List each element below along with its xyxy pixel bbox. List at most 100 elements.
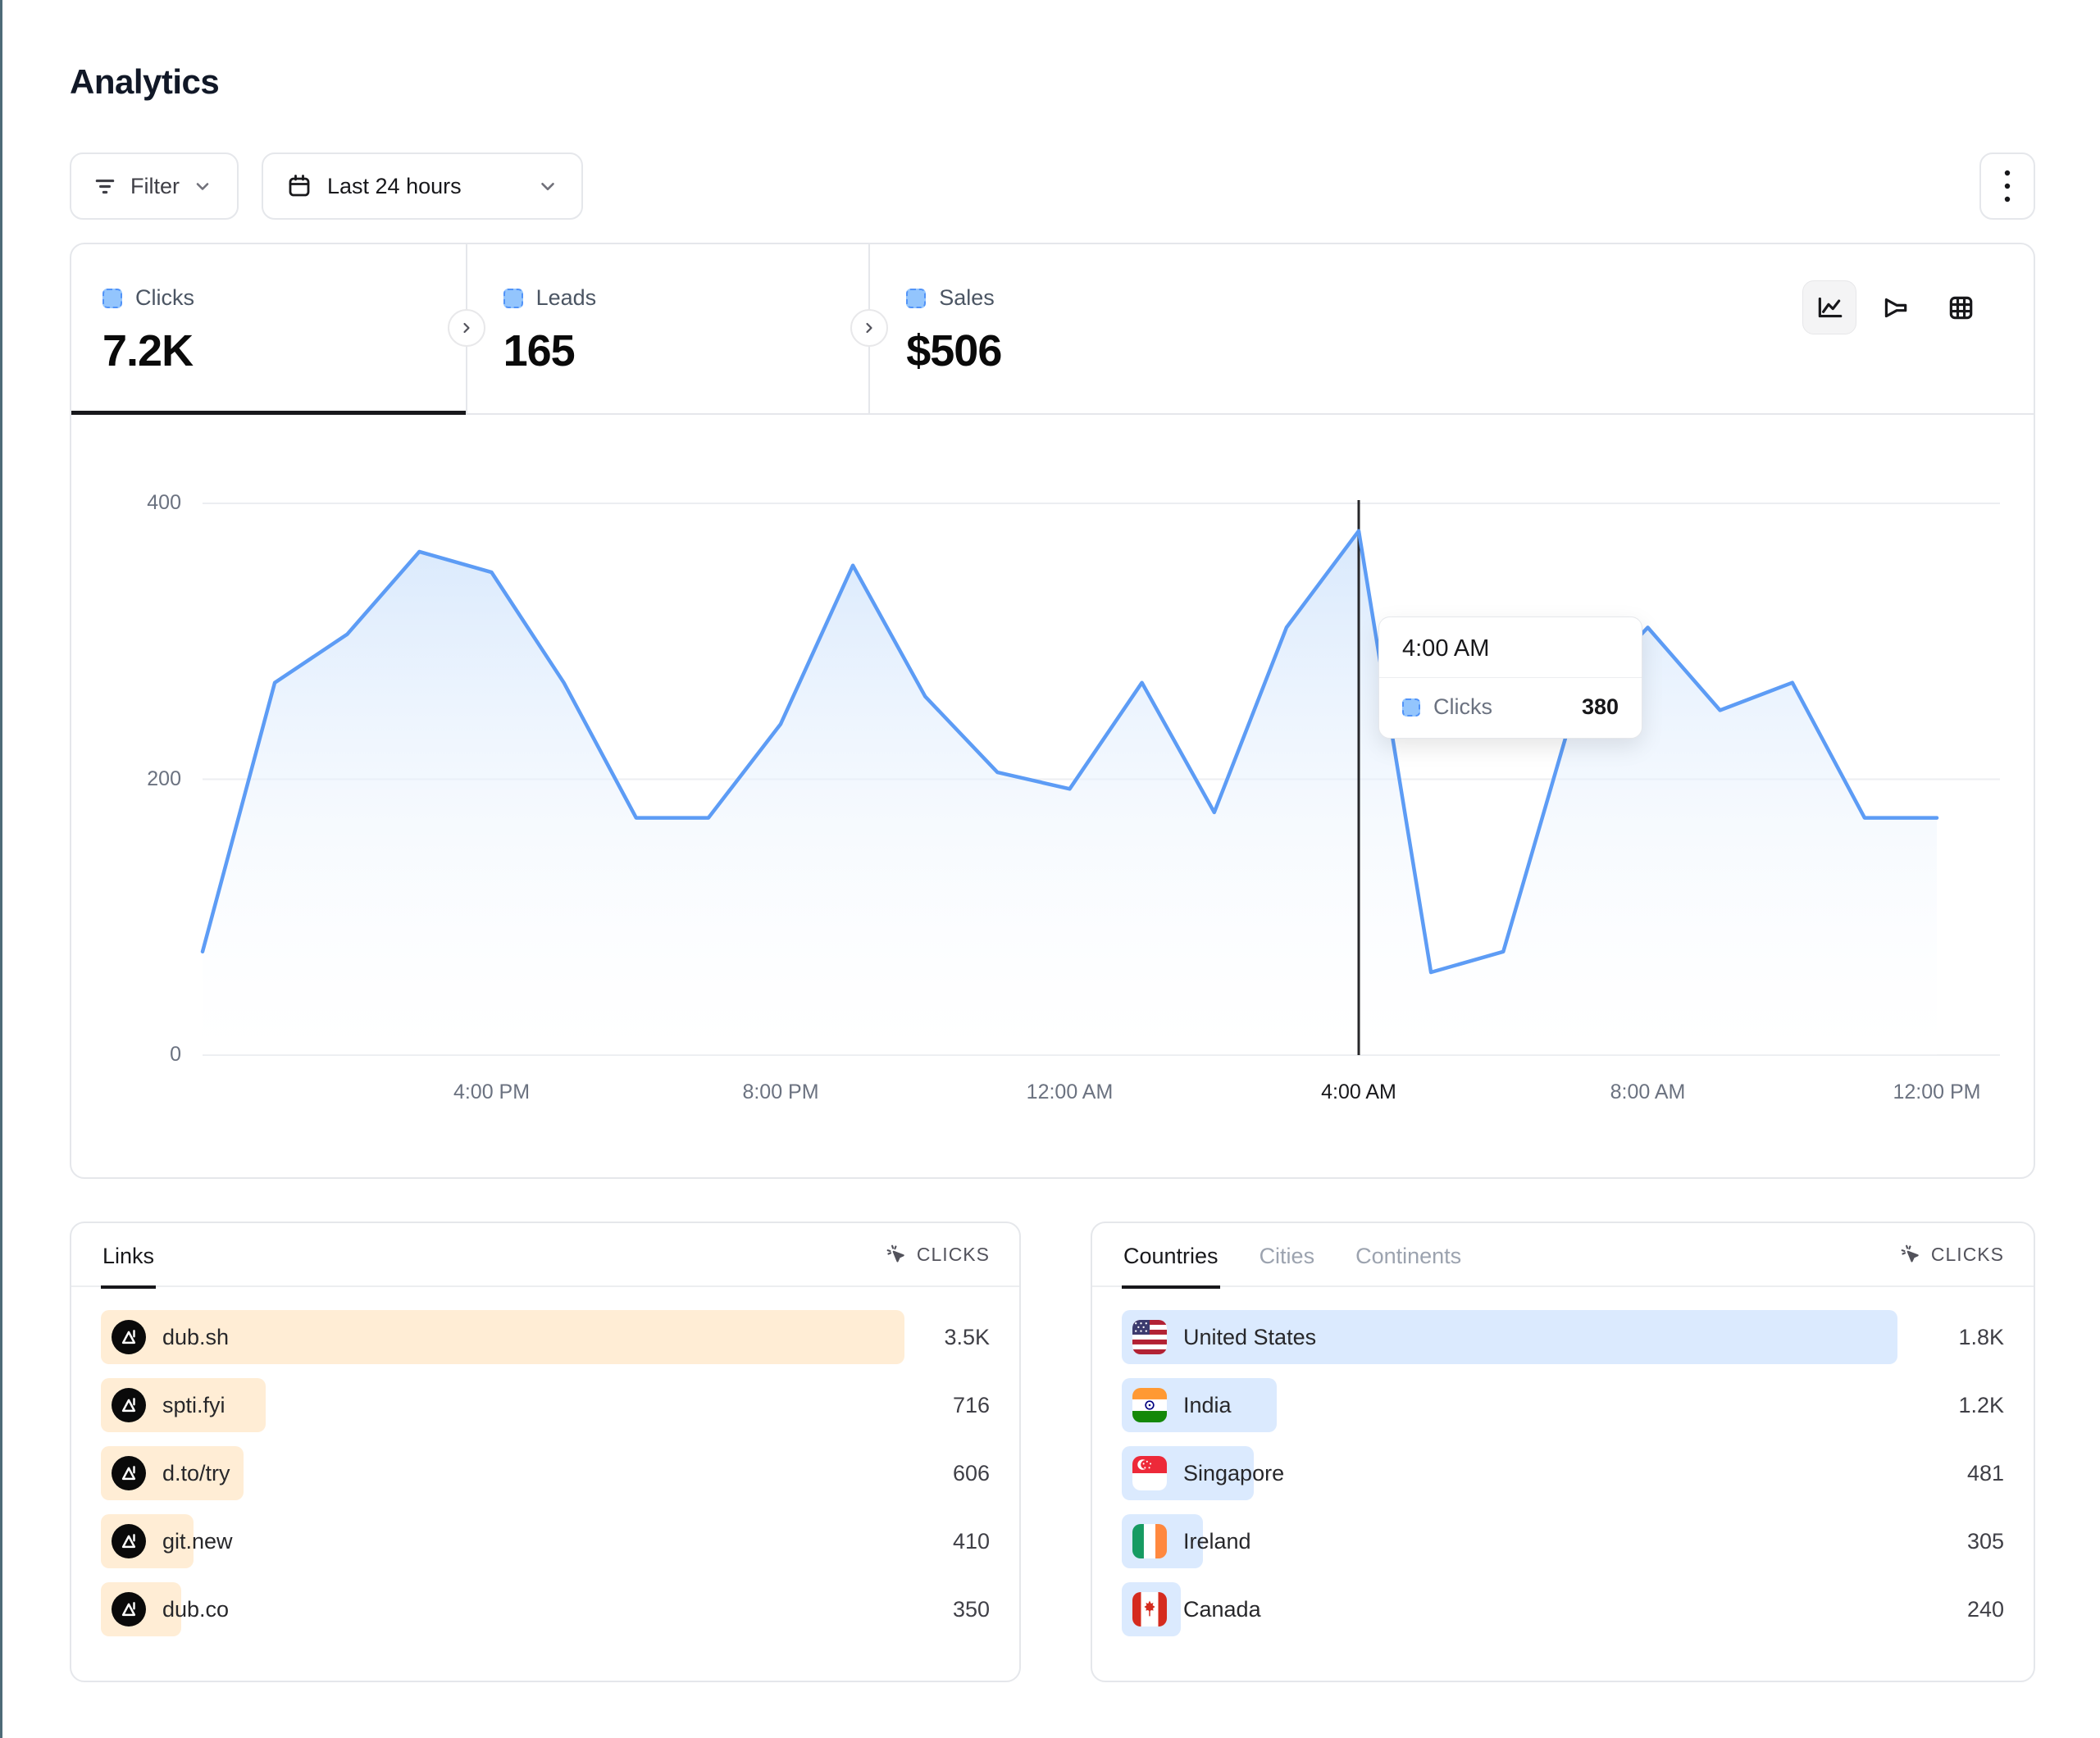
country-clicks-value: 305 xyxy=(1966,1528,2004,1554)
link-row-dub-co[interactable]: dub.co 350 xyxy=(101,1582,990,1636)
chevron-right-icon xyxy=(463,322,470,334)
dub-logo-icon xyxy=(112,1388,146,1422)
tab-countries[interactable]: Countries xyxy=(1122,1223,1220,1289)
x-tick-label: 4:00 AM xyxy=(1321,1081,1396,1103)
tab-sales[interactable]: Sales $506 xyxy=(870,244,2034,413)
dub-logo-icon xyxy=(112,1320,146,1354)
country-row-canada[interactable]: Canada 240 xyxy=(1122,1582,2004,1636)
clicks-timeseries-chart[interactable]: 0 200 400 4:00 PM 8:00 PM 12:00 AM 4:00 AM 8:0… xyxy=(71,415,2034,1177)
tooltip-series-value: 380 xyxy=(1581,694,1619,719)
links-rows: dub.sh 3.5K spti.fyi xyxy=(71,1287,1019,1636)
dub-logo-icon xyxy=(112,1592,146,1627)
date-range-button[interactable]: Last 24 hours xyxy=(262,152,583,220)
clicks-tab-label: Clicks xyxy=(135,285,194,310)
chevron-down-icon xyxy=(537,175,558,197)
more-options-button[interactable] xyxy=(1979,152,2035,220)
countries-rows: United States 1.8K xyxy=(1092,1287,2034,1636)
tab-links[interactable]: Links xyxy=(101,1223,157,1289)
country-clicks-value: 1.2K xyxy=(1958,1392,2004,1417)
bar-track: Singapore xyxy=(1122,1446,1897,1500)
link-row-git-new[interactable]: git.new 410 xyxy=(101,1514,990,1568)
tab-clicks[interactable]: Clicks 7.2K xyxy=(71,244,485,415)
page-title: Analytics xyxy=(70,62,220,101)
country-clicks-value: 240 xyxy=(1966,1596,2004,1622)
link-clicks-value: 410 xyxy=(952,1528,990,1554)
countries-metric-sort[interactable]: CLICKS xyxy=(1900,1244,2004,1266)
flag-united-states-icon xyxy=(1132,1320,1167,1354)
expand-sales-button[interactable] xyxy=(850,309,889,347)
table-grid-icon xyxy=(1949,296,1973,320)
link-row-d-to-try[interactable]: d.to/try 606 xyxy=(101,1446,990,1500)
tab-leads[interactable]: Leads 165 xyxy=(467,244,889,413)
country-clicks-value: 481 xyxy=(1966,1460,2004,1485)
dub-logo-icon xyxy=(112,1456,146,1490)
x-tick-label: 8:00 PM xyxy=(742,1081,819,1103)
line-chart-view-button[interactable] xyxy=(1802,280,1856,334)
country-label: Canada xyxy=(1183,1596,1261,1622)
sales-legend-swatch xyxy=(906,288,927,308)
tooltip-time-label: 4:00 AM xyxy=(1379,617,1642,678)
bar-track: Canada xyxy=(1122,1582,1897,1636)
dub-logo-icon xyxy=(112,1524,146,1558)
stats-tabs-row: Clicks 7.2K Leads 165 xyxy=(71,244,2034,415)
date-range-label: Last 24 hours xyxy=(327,173,462,198)
x-tick-label: 12:00 PM xyxy=(1893,1081,1981,1103)
table-view-button[interactable] xyxy=(1934,280,1988,334)
bar-track: d.to/try xyxy=(101,1446,904,1500)
link-label: dub.sh xyxy=(162,1324,230,1349)
y-tick-label: 200 xyxy=(147,767,181,790)
cursor-click-icon xyxy=(886,1244,904,1263)
links-metric-label: CLICKS xyxy=(916,1243,990,1265)
x-tick-label: 12:00 AM xyxy=(1026,1081,1114,1103)
filter-lines-icon xyxy=(93,174,117,198)
bar-track: Ireland xyxy=(1122,1514,1897,1568)
link-clicks-value: 3.5K xyxy=(944,1324,990,1349)
line-chart-icon xyxy=(1818,297,1843,318)
funnel-view-button[interactable] xyxy=(1868,280,1922,334)
sales-tab-value: $506 xyxy=(906,326,1002,375)
toolbar: Filter Last 24 hours xyxy=(70,152,2035,220)
country-row-india[interactable]: India 1.2K xyxy=(1122,1378,2004,1432)
country-row-united-states[interactable]: United States 1.8K xyxy=(1122,1310,2004,1364)
links-metric-sort[interactable]: CLICKS xyxy=(886,1244,990,1266)
link-label: d.to/try xyxy=(162,1460,230,1485)
leads-tab-label: Leads xyxy=(535,285,597,310)
clicks-tab-value: 7.2K xyxy=(102,326,194,375)
tab-cities[interactable]: Cities xyxy=(1259,1243,1315,1268)
link-label: git.new xyxy=(162,1528,233,1554)
flag-india-icon xyxy=(1132,1388,1167,1422)
link-clicks-value: 350 xyxy=(952,1596,990,1622)
window-edge-strip xyxy=(0,0,2,1738)
countries-panel: Countries Cities Continents CLICKS xyxy=(1091,1222,2035,1682)
tooltip-series-name: Clicks xyxy=(1433,694,1492,719)
analytics-page: Analytics Filter Last 24 xyxy=(70,0,2035,1682)
clicks-bar xyxy=(1122,1310,1897,1364)
active-tab-underline xyxy=(71,411,466,415)
link-row-spti-fyi[interactable]: spti.fyi 716 xyxy=(101,1378,990,1432)
link-row-dub-sh[interactable]: dub.sh 3.5K xyxy=(101,1310,990,1364)
area-chart-canvas xyxy=(200,500,2000,1056)
chevron-down-icon xyxy=(193,176,212,196)
chart-type-switcher xyxy=(1802,280,1988,334)
analytics-chart-card: Clicks 7.2K Leads 165 xyxy=(70,243,2035,1179)
funnel-icon xyxy=(1884,298,1907,318)
link-clicks-value: 606 xyxy=(952,1460,990,1485)
filter-button-label: Filter xyxy=(130,173,180,198)
expand-leads-button[interactable] xyxy=(447,309,485,347)
link-clicks-value: 716 xyxy=(952,1392,990,1417)
filter-button[interactable]: Filter xyxy=(70,152,239,220)
link-label: dub.co xyxy=(162,1596,230,1622)
sales-tab-label: Sales xyxy=(939,285,995,310)
cursor-click-icon xyxy=(1901,1244,1919,1263)
link-label: spti.fyi xyxy=(162,1392,225,1417)
x-tick-label: 8:00 AM xyxy=(1610,1081,1686,1103)
bar-track: git.new xyxy=(101,1514,904,1568)
flag-canada-icon xyxy=(1132,1592,1167,1627)
country-row-ireland[interactable]: Ireland 305 xyxy=(1122,1514,2004,1568)
chevron-right-icon xyxy=(866,322,872,334)
tab-continents[interactable]: Continents xyxy=(1355,1243,1462,1268)
clicks-bar xyxy=(101,1310,904,1364)
country-row-singapore[interactable]: Singapore 481 xyxy=(1122,1446,2004,1500)
y-tick-label: 400 xyxy=(147,491,181,514)
leads-legend-swatch xyxy=(503,288,523,308)
